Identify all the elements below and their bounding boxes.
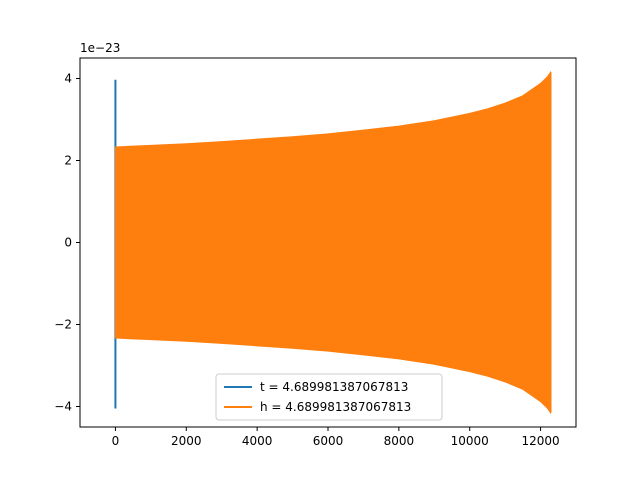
x-tick-label: 6000 — [313, 434, 344, 448]
x-tick-label: 0 — [112, 434, 120, 448]
legend-label: t = 4.689981387067813 — [260, 380, 408, 394]
y-tick-label: −2 — [54, 318, 72, 332]
legend: t = 4.689981387067813 h = 4.6899813870678… — [215, 373, 443, 421]
y-tick-label: 2 — [64, 154, 72, 168]
y-offset-label: 1e−23 — [80, 41, 120, 55]
legend-box — [215, 373, 443, 421]
x-tick-label: 4000 — [242, 434, 273, 448]
series-layer — [114, 70, 552, 415]
x-tick-label: 8000 — [384, 434, 415, 448]
legend-label: h = 4.689981387067813 — [260, 400, 411, 414]
y-tick-label: −4 — [54, 400, 72, 414]
x-axis: 0 2000 4000 6000 8000 10000 12000 — [112, 427, 560, 448]
x-tick-label: 10000 — [451, 434, 489, 448]
y-tick-label: 0 — [64, 236, 72, 250]
y-axis: −4 −2 0 2 4 — [54, 72, 80, 414]
x-tick-label: 2000 — [171, 434, 202, 448]
y-tick-label: 4 — [64, 72, 72, 86]
x-tick-label: 12000 — [521, 434, 559, 448]
